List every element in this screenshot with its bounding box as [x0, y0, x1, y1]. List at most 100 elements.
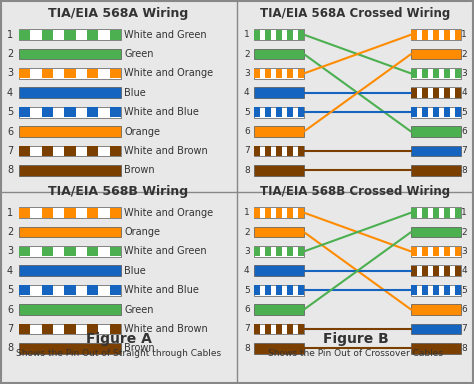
Text: 1: 1	[244, 30, 250, 39]
Text: 6: 6	[7, 305, 13, 314]
Text: Green: Green	[124, 305, 154, 314]
Bar	[19, 146, 30, 156]
FancyBboxPatch shape	[411, 126, 461, 137]
Bar	[411, 208, 417, 217]
Text: 6: 6	[244, 127, 250, 136]
Text: 3: 3	[461, 69, 467, 78]
Text: 5: 5	[244, 286, 250, 295]
FancyBboxPatch shape	[19, 207, 121, 218]
Bar	[276, 208, 282, 217]
Bar	[433, 88, 439, 98]
Bar	[422, 88, 428, 98]
Text: 8: 8	[461, 166, 467, 175]
Bar	[456, 247, 461, 256]
Bar	[110, 69, 121, 78]
Bar	[276, 108, 282, 117]
FancyBboxPatch shape	[254, 126, 304, 137]
Bar	[265, 208, 271, 217]
Bar	[254, 324, 260, 334]
Bar	[287, 108, 293, 117]
FancyBboxPatch shape	[254, 88, 304, 98]
Text: White and Orange: White and Orange	[124, 208, 213, 218]
Bar	[456, 208, 461, 217]
Text: White and Orange: White and Orange	[124, 68, 213, 78]
Bar	[87, 208, 99, 217]
Bar	[87, 285, 99, 295]
Text: 6: 6	[461, 305, 467, 314]
Bar	[433, 247, 439, 256]
Text: 6: 6	[244, 305, 250, 314]
Text: 1: 1	[461, 208, 467, 217]
Bar	[110, 146, 121, 156]
Text: 8: 8	[7, 166, 13, 175]
Text: TIA/EIA 568B Wiring: TIA/EIA 568B Wiring	[48, 185, 189, 198]
Text: 4: 4	[244, 88, 250, 97]
Text: White and Blue: White and Blue	[124, 107, 199, 117]
Bar	[456, 108, 461, 117]
Text: 4: 4	[7, 88, 13, 98]
Bar	[42, 247, 53, 256]
Text: Figure B: Figure B	[323, 332, 388, 346]
Bar	[42, 324, 53, 334]
Bar	[299, 324, 304, 334]
Text: 5: 5	[461, 108, 467, 117]
Text: 4: 4	[244, 266, 250, 275]
Text: 7: 7	[7, 324, 13, 334]
Text: 1: 1	[7, 208, 13, 218]
Bar	[64, 324, 76, 334]
Bar	[287, 324, 293, 334]
Bar	[265, 108, 271, 117]
Text: White and Green: White and Green	[124, 247, 207, 257]
Bar	[254, 146, 260, 156]
Bar	[411, 108, 417, 117]
FancyBboxPatch shape	[254, 343, 304, 354]
Bar	[265, 324, 271, 334]
Text: 5: 5	[244, 108, 250, 117]
Text: White and Brown: White and Brown	[124, 146, 208, 156]
Text: 2: 2	[461, 228, 467, 237]
Bar	[87, 30, 99, 40]
Text: TIA/EIA 568B Crossed Wiring: TIA/EIA 568B Crossed Wiring	[260, 185, 451, 198]
Bar	[254, 285, 260, 295]
Bar	[411, 266, 417, 276]
FancyBboxPatch shape	[19, 29, 121, 40]
Bar	[411, 285, 417, 295]
FancyBboxPatch shape	[19, 107, 121, 118]
Text: 4: 4	[461, 266, 467, 275]
Text: 7: 7	[461, 146, 467, 156]
Bar	[433, 266, 439, 276]
Bar	[299, 146, 304, 156]
FancyBboxPatch shape	[254, 68, 304, 79]
Text: 5: 5	[461, 286, 467, 295]
Bar	[456, 266, 461, 276]
Bar	[287, 146, 293, 156]
Bar	[433, 208, 439, 217]
Bar	[110, 108, 121, 117]
FancyBboxPatch shape	[19, 343, 121, 354]
Bar	[265, 30, 271, 40]
Bar	[276, 285, 282, 295]
FancyBboxPatch shape	[254, 324, 304, 334]
Text: 7: 7	[244, 146, 250, 156]
Bar	[422, 69, 428, 78]
Text: 2: 2	[7, 227, 13, 237]
Bar	[444, 69, 450, 78]
FancyBboxPatch shape	[254, 29, 304, 40]
Text: 8: 8	[461, 344, 467, 353]
FancyBboxPatch shape	[19, 165, 121, 175]
Bar	[444, 30, 450, 40]
Text: 2: 2	[244, 228, 250, 237]
FancyBboxPatch shape	[19, 146, 121, 156]
Bar	[19, 324, 30, 334]
FancyBboxPatch shape	[411, 207, 461, 218]
Bar	[276, 247, 282, 256]
Text: 3: 3	[244, 247, 250, 256]
Text: Blue: Blue	[124, 266, 146, 276]
Text: 1: 1	[7, 30, 13, 40]
Bar	[276, 69, 282, 78]
FancyBboxPatch shape	[254, 227, 304, 237]
Bar	[42, 208, 53, 217]
Bar	[254, 247, 260, 256]
Text: Brown: Brown	[124, 166, 155, 175]
Bar	[87, 108, 99, 117]
